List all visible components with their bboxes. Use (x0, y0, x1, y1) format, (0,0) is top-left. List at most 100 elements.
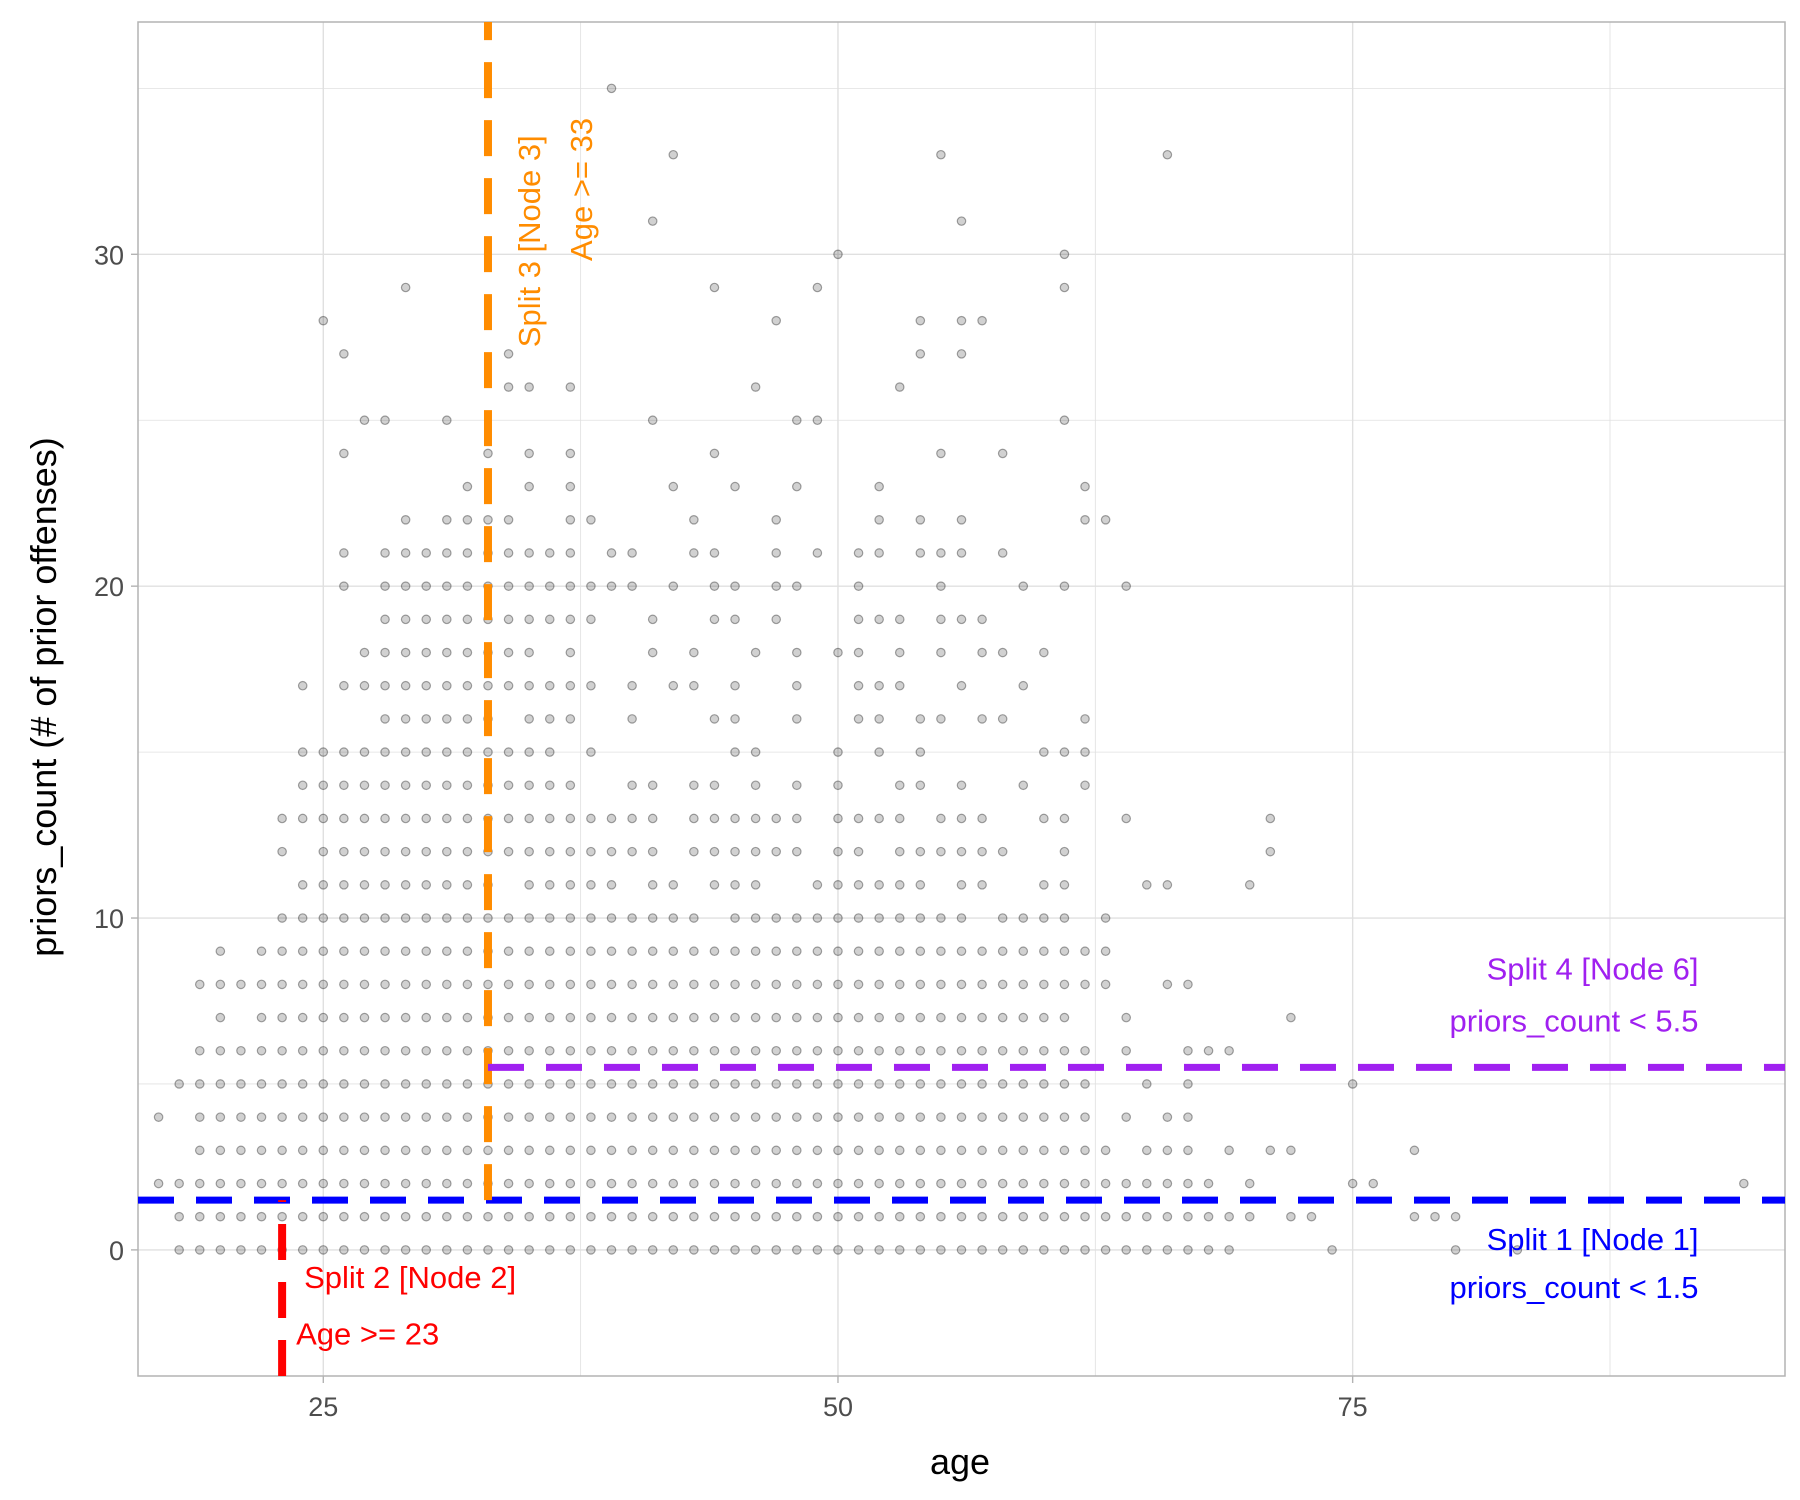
data-point (400, 514, 411, 525)
data-point (462, 1079, 473, 1089)
data-point (524, 647, 534, 658)
data-point (442, 913, 452, 923)
data-point (1183, 1079, 1193, 1089)
data-point (812, 946, 823, 957)
y-tick-label: 0 (109, 1236, 124, 1266)
data-point (874, 1245, 884, 1255)
data-point (359, 1012, 370, 1023)
data-point (442, 813, 452, 824)
data-point (359, 1145, 370, 1156)
data-point (380, 1145, 390, 1156)
data-point (750, 747, 761, 757)
data-point (668, 581, 679, 591)
data-point (1100, 1145, 1111, 1156)
data-point (462, 979, 473, 990)
data-point (915, 979, 926, 990)
data-point (894, 1245, 905, 1255)
data-point (791, 1112, 802, 1122)
data-point (750, 1112, 761, 1122)
data-point (1018, 1178, 1029, 1189)
data-point (1059, 913, 1070, 923)
data-point (380, 1045, 390, 1056)
data-point (997, 1211, 1008, 1222)
data-point (853, 846, 864, 857)
data-point (400, 1245, 411, 1255)
data-point (647, 647, 658, 658)
data-point (524, 714, 534, 724)
data-point (812, 415, 823, 426)
data-point (1018, 979, 1029, 990)
data-point (668, 1012, 679, 1023)
data-point (1059, 1178, 1070, 1189)
data-point (339, 813, 349, 824)
data-point (586, 514, 596, 525)
data-point (1162, 1112, 1173, 1122)
data-point (380, 714, 390, 724)
data-point (709, 1045, 720, 1056)
data-point (668, 481, 679, 492)
data-point (874, 747, 884, 757)
data-point (1141, 880, 1152, 890)
data-point (400, 647, 411, 658)
data-point (380, 1178, 390, 1189)
data-point (421, 913, 432, 923)
data-point (771, 581, 782, 591)
data-point (1183, 1045, 1193, 1056)
data-point (647, 846, 658, 857)
data-point (503, 979, 514, 990)
data-point (503, 1211, 514, 1222)
data-point (297, 1145, 308, 1156)
panel-border (137, 21, 1786, 1377)
data-point (915, 1045, 926, 1056)
data-point (812, 1012, 823, 1023)
data-point (668, 1045, 679, 1056)
data-point (503, 514, 514, 525)
data-point (442, 1112, 452, 1122)
data-point (339, 680, 349, 691)
data-point (668, 946, 679, 957)
data-point (1224, 1211, 1234, 1222)
data-point (894, 1145, 905, 1156)
data-point (833, 813, 843, 824)
data-point (833, 946, 843, 957)
data-point (997, 913, 1008, 923)
data-point (750, 1178, 761, 1189)
data-point (853, 1045, 864, 1056)
data-point (606, 581, 617, 591)
data-point (894, 680, 905, 691)
data-point (1018, 581, 1029, 591)
data-point (318, 1079, 329, 1089)
data-point (874, 548, 884, 558)
data-point (977, 979, 987, 990)
minor-gridlines (138, 22, 1785, 1376)
data-point (853, 946, 864, 957)
data-point (915, 714, 926, 724)
data-point (442, 614, 452, 625)
data-point (668, 1079, 679, 1089)
data-point (215, 1112, 226, 1122)
data-point (771, 1178, 782, 1189)
data-point (544, 680, 555, 691)
data-point (462, 1045, 473, 1056)
data-point (627, 548, 637, 558)
data-point (462, 1145, 473, 1156)
data-point (956, 216, 967, 226)
data-point (853, 1145, 864, 1156)
data-point (400, 1145, 411, 1156)
x-tick-label: 50 (823, 1392, 853, 1422)
data-point (874, 481, 884, 492)
data-point (544, 880, 555, 890)
data-point (462, 548, 473, 558)
data-point (1121, 1178, 1131, 1189)
data-point (1409, 1211, 1420, 1222)
data-point (894, 1178, 905, 1189)
data-point (318, 1112, 329, 1122)
data-point (606, 1112, 617, 1122)
data-point (1244, 880, 1255, 890)
data-point (1265, 846, 1276, 857)
data-point (1162, 1178, 1173, 1189)
data-point (997, 1245, 1008, 1255)
data-point (400, 846, 411, 857)
data-point (339, 780, 349, 791)
data-point (647, 1112, 658, 1122)
